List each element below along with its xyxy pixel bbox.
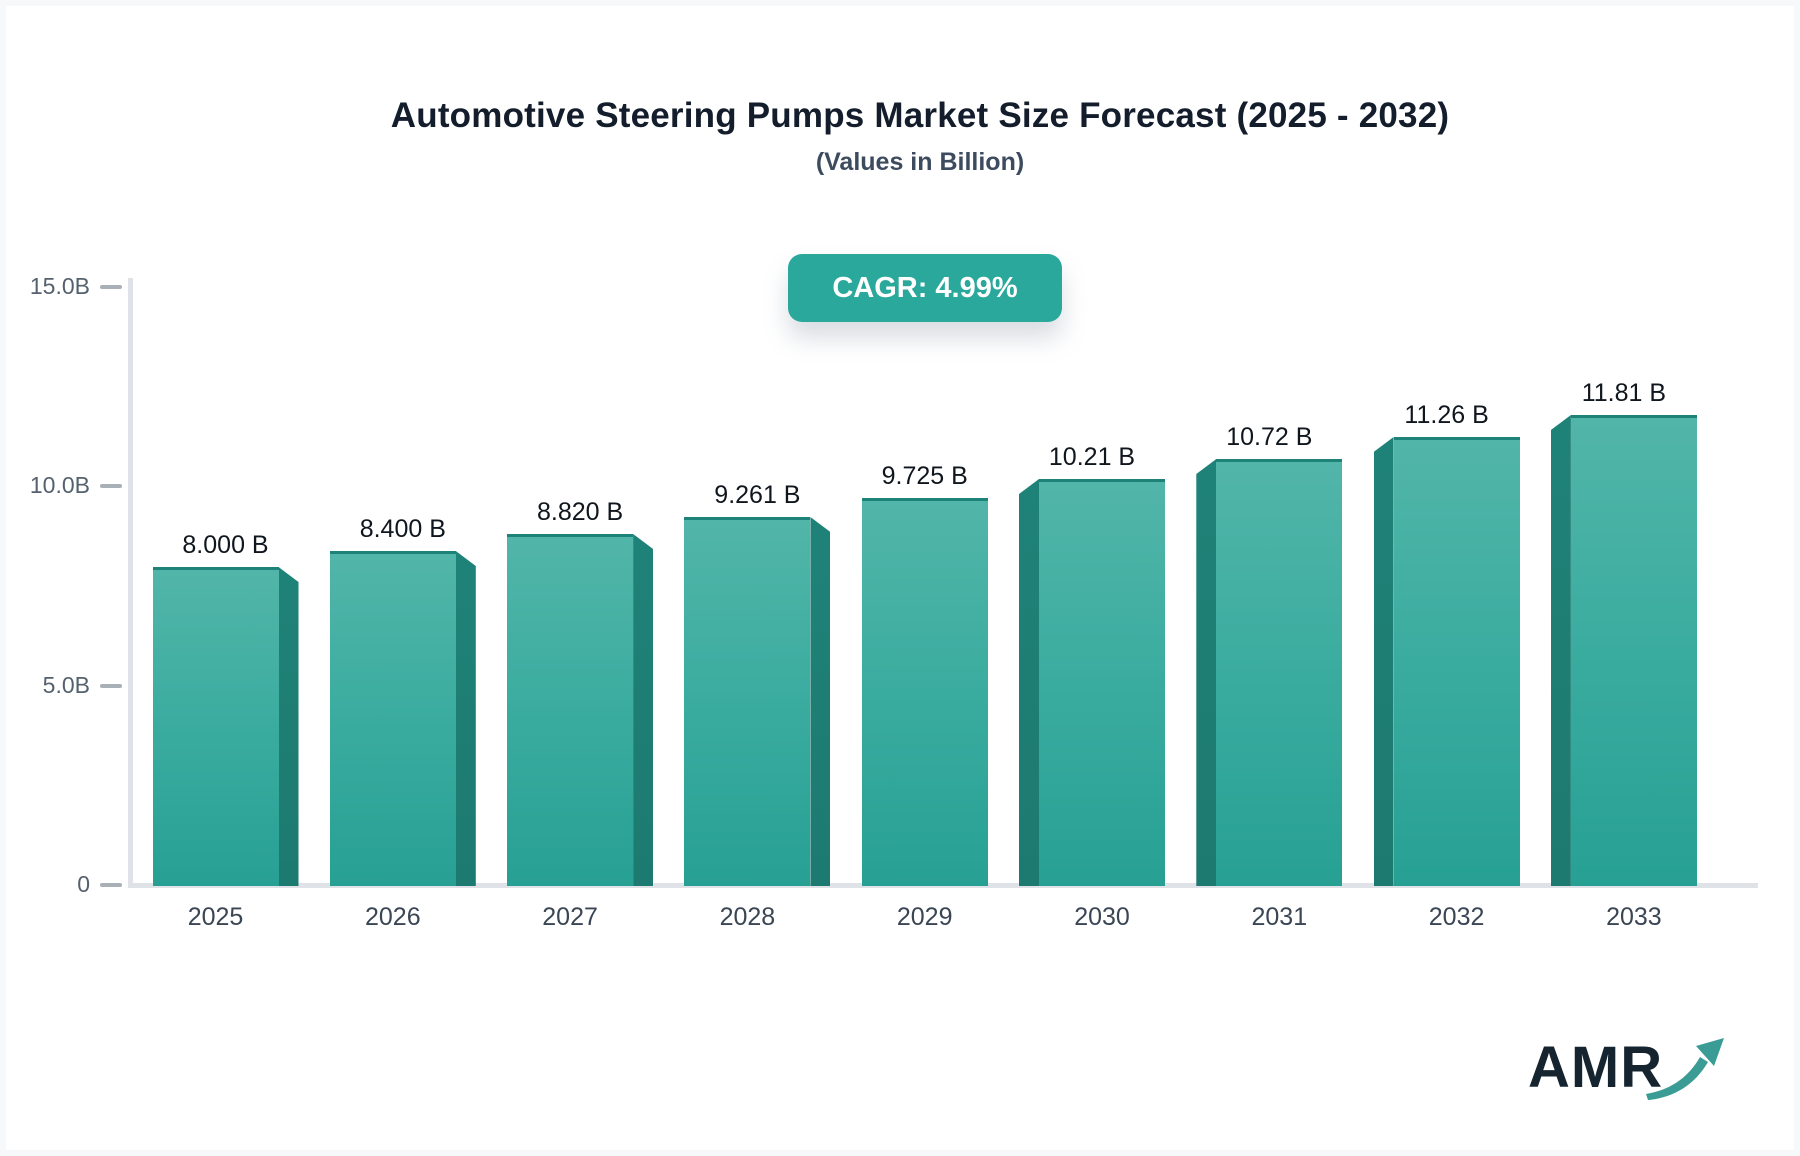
cagr-badge-label: CAGR: 4.99% — [832, 271, 1018, 304]
bar-value-label: 9.261 B — [714, 481, 801, 509]
bar-face — [329, 551, 456, 886]
cagr-badge: CAGR: 4.99% — [788, 254, 1062, 322]
bar-value-label: 8.400 B — [359, 515, 446, 543]
bar-value-label: 10.72 B — [1226, 423, 1313, 451]
bar-2025[interactable]: 8.000 B — [152, 531, 299, 886]
x-axis-label-2025: 2025 — [187, 903, 244, 931]
bar-side-face — [1550, 415, 1571, 886]
bar-side-face — [633, 534, 654, 886]
bar-2028[interactable]: 9.261 B — [684, 481, 831, 886]
bar-face — [152, 567, 279, 886]
y-tick-label: 0 — [77, 871, 90, 897]
bar-side-face — [1019, 479, 1039, 886]
x-axis-label-2027: 2027 — [542, 903, 598, 931]
bar-2033[interactable]: 11.81 B — [1550, 379, 1697, 886]
bar-face — [1393, 437, 1520, 886]
bar-2032[interactable]: 11.26 B — [1373, 401, 1520, 886]
bar-2027[interactable]: 8.820 B — [507, 498, 654, 886]
y-tick-mark — [100, 683, 122, 688]
growth-arrow-icon — [1646, 1038, 1724, 1100]
page-subtitle: (Values in Billion) — [815, 148, 1025, 176]
bar-value-label: 11.26 B — [1404, 401, 1489, 429]
bar-value-label: 9.725 B — [881, 462, 968, 490]
y-tick-label: 5.0B — [42, 671, 90, 698]
y-axis-line — [128, 278, 133, 888]
bar-2030[interactable]: 10.21 B — [1019, 443, 1165, 886]
bar-2029[interactable]: 9.725 B — [861, 462, 988, 886]
bar-side-face — [1373, 437, 1394, 886]
y-tick-mark — [100, 484, 122, 489]
y-tick-label: 10.0B — [29, 472, 90, 499]
x-axis-label-2026: 2026 — [364, 903, 421, 931]
bar-side-face — [278, 567, 299, 886]
bar-value-label: 8.000 B — [182, 531, 269, 559]
bar-value-label: 8.820 B — [537, 498, 624, 526]
bar-side-face — [1196, 459, 1217, 886]
y-tick-mark — [100, 883, 122, 887]
page-title: Automotive Steering Pumps Market Size Fo… — [390, 96, 1450, 135]
bar-face — [1570, 415, 1697, 886]
amr-logo-text: AMR — [1528, 1035, 1664, 1100]
x-axis-label-2033: 2033 — [1606, 903, 1662, 931]
x-axis-label-2028: 2028 — [719, 903, 776, 931]
x-axis-label-2032: 2032 — [1428, 903, 1485, 931]
bar-side-face — [455, 551, 476, 886]
bar-face — [684, 517, 811, 886]
bar-face — [1216, 459, 1343, 886]
bar-face — [507, 534, 634, 886]
x-axis-label-2031: 2031 — [1251, 903, 1308, 931]
bar-value-label: 11.81 B — [1581, 379, 1667, 407]
bar-2031[interactable]: 10.72 B — [1196, 423, 1343, 886]
amr-logo: AMR — [1528, 1026, 1724, 1110]
bar-side-face — [810, 517, 831, 886]
x-axis-label-2030: 2030 — [1074, 903, 1130, 931]
bar-face — [1039, 479, 1165, 886]
bar-2026[interactable]: 8.400 B — [329, 515, 476, 886]
bar-face — [861, 498, 988, 886]
x-axis-label-2029: 2029 — [896, 903, 953, 931]
y-tick-mark — [100, 284, 122, 289]
bar-value-label: 10.21 B — [1048, 443, 1136, 471]
y-tick-label: 15.0B — [29, 272, 90, 299]
